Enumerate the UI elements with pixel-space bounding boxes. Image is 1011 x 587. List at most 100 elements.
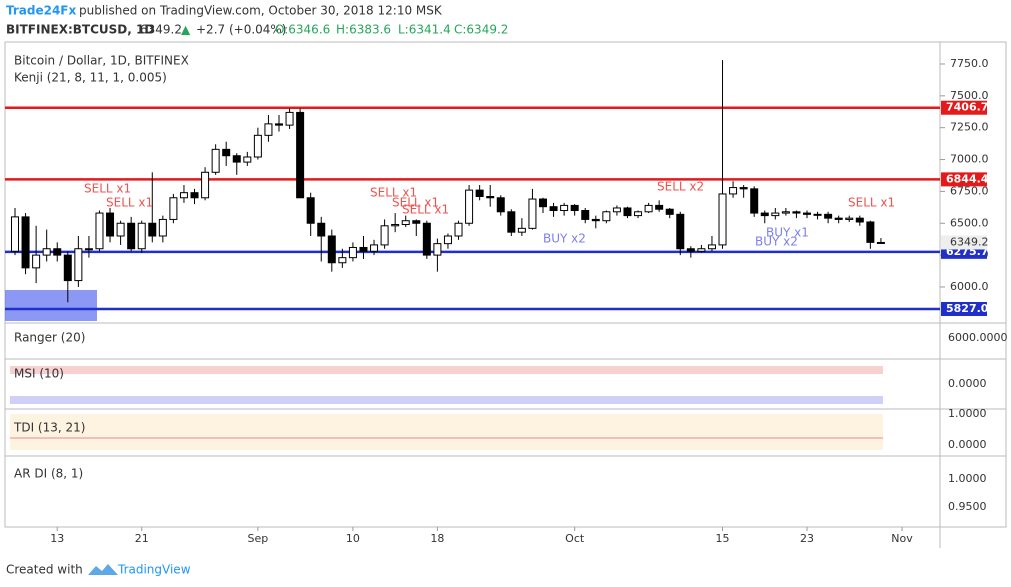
panel-tick-label: 6000.0000 — [948, 331, 1008, 344]
y-tick-label: 6750.0 — [950, 184, 989, 197]
signal-label: SELL x1 — [106, 196, 153, 210]
candle-body — [53, 248, 62, 256]
candle-body — [707, 244, 716, 250]
candle-body — [866, 221, 875, 243]
candle-body — [549, 206, 558, 212]
candle-body — [412, 220, 421, 224]
candle-body — [486, 195, 495, 199]
zone-box — [5, 290, 97, 321]
signal-label: SELL x1 — [370, 186, 417, 200]
panel-tick-label: 1.0000 — [948, 407, 987, 420]
candle-body — [106, 212, 115, 237]
candle-body — [676, 213, 685, 250]
candle-body — [306, 197, 315, 224]
price-tag — [941, 235, 987, 250]
panel-tick-label: 1.0000 — [948, 472, 987, 485]
candle-body — [264, 123, 273, 136]
candle-body — [359, 246, 368, 252]
candle-body — [232, 155, 241, 163]
publisher: Trade24Fx — [6, 4, 77, 18]
y-tick-label: 7250.0 — [950, 121, 989, 134]
x-tick-label: Oct — [565, 532, 585, 545]
y-tick-label: 7000.0 — [950, 153, 989, 166]
panel-tick-label: 0.9500 — [948, 500, 987, 513]
level-label: 6844.4 — [946, 172, 989, 185]
candle-body — [750, 188, 759, 214]
candle-body — [602, 211, 611, 222]
panel-tick-label: 0.0000 — [948, 438, 987, 451]
candle-body — [718, 193, 727, 246]
change: +2.7 (+0.04%) — [196, 23, 287, 37]
level-tag — [941, 172, 987, 187]
candle-body — [623, 207, 632, 217]
candle-body — [11, 216, 19, 252]
candle-body — [317, 222, 326, 237]
candle-body — [697, 248, 706, 252]
candle-body — [401, 220, 410, 226]
candle-body — [475, 189, 484, 197]
candle-body — [560, 204, 569, 212]
candle-body — [84, 248, 93, 251]
footer-brand: TradingView — [117, 563, 191, 577]
candle-body — [517, 227, 526, 233]
signal-label: SELL x1 — [848, 196, 895, 210]
panel-tick-label: 0.0000 — [948, 377, 987, 390]
x-tick-label: 18 — [430, 532, 444, 545]
x-tick-label: Sep — [248, 532, 269, 545]
level-label: 5827.0 — [946, 302, 989, 315]
candle-body — [243, 156, 252, 163]
candle-body — [327, 235, 336, 264]
panel-dividers — [5, 322, 1006, 457]
candle-body — [781, 211, 790, 214]
candle-body — [275, 123, 283, 126]
candle-body — [739, 187, 748, 190]
candle-body — [222, 148, 231, 157]
candle-body — [771, 212, 780, 217]
level-tag — [941, 302, 987, 317]
candle-body — [433, 243, 442, 256]
y-tick-label: 6000.0 — [950, 280, 989, 293]
logo — [88, 564, 118, 575]
candle-body — [348, 246, 357, 259]
candle-body — [876, 241, 885, 244]
signal-label: SELL x1 — [84, 182, 131, 196]
indicator-label: Kenji (21, 8, 11, 1, 0.005) — [14, 71, 167, 85]
x-tick-label: 21 — [135, 532, 149, 545]
level-label: 7406.7 — [946, 101, 988, 114]
candle-body — [729, 187, 738, 195]
candle-body — [116, 222, 125, 237]
candle-body — [539, 198, 547, 208]
published: published on TradingView.com, October 30… — [79, 4, 443, 18]
arrow: ▲ — [181, 23, 191, 37]
candle-body — [634, 211, 643, 217]
candle-body — [158, 218, 167, 237]
candle-body — [211, 148, 220, 173]
msi-band-top — [10, 366, 883, 374]
candle-body — [32, 254, 41, 269]
candle-body — [760, 212, 769, 217]
candle-body — [507, 211, 516, 233]
panel-title: MSI (10) — [14, 367, 64, 381]
candle-body — [201, 171, 210, 199]
candle-body — [570, 204, 579, 212]
candle-body — [338, 257, 347, 264]
x-tick-label: 15 — [716, 532, 730, 545]
candle-body — [391, 224, 400, 227]
candle-body — [21, 216, 30, 269]
candle-body — [528, 198, 537, 229]
high: H:6383.6 — [336, 23, 391, 37]
frame — [4, 41, 1007, 528]
x-tick-label: 23 — [800, 532, 814, 545]
x-tick-label: 13 — [50, 532, 64, 545]
msi-band-bottom — [10, 396, 883, 404]
candle-body — [665, 208, 674, 215]
x-tick-label: Nov — [891, 532, 913, 545]
candle-body — [95, 212, 104, 250]
candle-body — [686, 248, 695, 252]
signal-label: BUY x2 — [543, 232, 586, 246]
candle-body — [148, 222, 157, 237]
candle-body — [845, 217, 854, 220]
candle-body — [253, 134, 262, 158]
panel-title: Ranger (20) — [14, 331, 85, 345]
